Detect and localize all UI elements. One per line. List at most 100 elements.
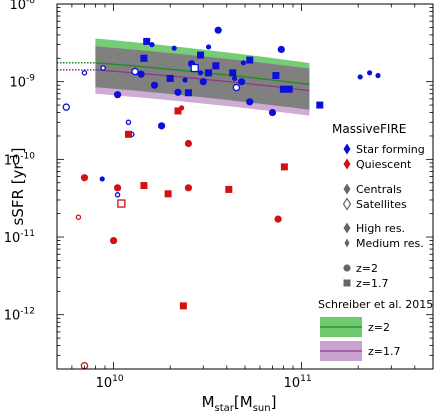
legend-item-0-symbol	[343, 143, 351, 155]
data-point-circle-0-0	[113, 91, 122, 99]
data-point-square-10-1	[140, 182, 148, 190]
data-point-circle-2-0	[62, 103, 71, 111]
legend-item-5-symbol	[344, 238, 350, 248]
data-point-circle-1-3	[182, 77, 188, 83]
y-axis-title: sSFR [yr-1]	[9, 148, 27, 226]
x-axis-title-part-4: ]	[271, 393, 277, 411]
data-point-circle-0-9	[246, 98, 254, 106]
y-axis-title-part-2: ]	[9, 148, 27, 154]
legend-item-4-label: High res.	[356, 222, 405, 235]
data-point-circle-1-5	[205, 44, 212, 50]
data-point-square-4-7	[229, 69, 237, 77]
x-tick-label-1: 1011	[284, 374, 312, 391]
data-point-circle-1-0	[99, 176, 105, 182]
data-points-layer	[62, 26, 381, 370]
x-tick-label-0: 1010	[96, 374, 124, 391]
data-point-circle-3-1	[100, 65, 106, 71]
data-point-square-10-4	[179, 302, 187, 310]
data-point-square-4-12	[316, 101, 324, 109]
data-point-circle-1-6	[231, 75, 238, 82]
legend-band-title: Schreiber et al. 2015	[318, 298, 433, 311]
data-point-circle-0-1	[137, 70, 145, 78]
y-tick-label-0: 10-8	[9, 0, 35, 13]
data-point-circle-2-2	[232, 83, 241, 92]
data-point-square-4-10	[279, 85, 287, 93]
y-tick-label-exp: -9	[26, 74, 35, 84]
y-tick-label-base: 10	[9, 76, 26, 91]
y-tick-label-3: 10-11	[4, 229, 35, 246]
data-point-square-4-9	[272, 72, 280, 80]
legend-layer: MassiveFIRE Star forming Quiescent Centrals…	[318, 122, 433, 361]
data-point-square-4-3	[184, 89, 192, 97]
y-tick-label-1: 10-9	[9, 74, 35, 91]
legend-item-2-label: Centrals	[356, 183, 402, 196]
schreiber-bands-layer	[57, 38, 310, 116]
data-point-square-10-3	[174, 107, 182, 115]
y-tick-label-exp: -10	[20, 151, 35, 161]
legend-item-6-symbol	[343, 264, 351, 272]
x-axis-title: Mstar[Msun]	[202, 393, 277, 414]
y-tick-label-exp: -12	[20, 307, 35, 317]
data-point-square-4-0	[140, 54, 148, 62]
legend-item-2-symbol	[343, 183, 351, 195]
legend-item-3-symbol	[342, 197, 352, 211]
data-point-circle-1-4	[197, 70, 204, 76]
data-point-square-4-5	[205, 69, 213, 77]
legend-band-0-label: z=2	[368, 321, 390, 334]
legend-item-5-label: Medium res.	[356, 237, 424, 250]
legend-band-1-label: z=1.7	[368, 345, 400, 358]
x-tick-label-base: 10	[96, 376, 113, 391]
data-point-circle-0-6	[199, 78, 207, 86]
y-tick-label-base: 10	[4, 309, 21, 324]
data-point-circle-0-7	[214, 26, 222, 34]
data-point-square-4-2	[166, 74, 174, 82]
data-point-circle-3-4	[114, 192, 121, 198]
legend-item-7-symbol	[343, 279, 351, 287]
data-point-circle-1-7	[240, 60, 246, 66]
legend-item-3-label: Satellites	[356, 198, 407, 211]
x-axis-title-part-1: star	[215, 403, 235, 414]
x-axis-title-part-3: sun	[253, 403, 271, 414]
x-tick-label-exp: 11	[300, 374, 311, 384]
data-point-square-4-11	[285, 85, 293, 93]
bands-clipped	[57, 38, 310, 116]
data-point-square-4-8	[246, 56, 254, 64]
data-point-circle-6-0	[80, 174, 89, 182]
y-tick-label-4: 10-12	[4, 307, 35, 324]
y-tick-label-base: 10	[4, 153, 21, 168]
legend-item-7-label: z=1.7	[356, 277, 388, 290]
x-tick-label-exp: 10	[112, 374, 124, 384]
data-point-circle-0-11	[277, 45, 285, 54]
data-point-circle-0-10	[268, 108, 277, 117]
data-point-square-10-0	[124, 130, 132, 138]
data-point-circle-0-3	[157, 122, 166, 130]
data-point-square-4-6	[212, 62, 220, 70]
data-point-circle-1-1	[149, 42, 155, 48]
data-point-square-10-6	[280, 163, 288, 171]
y-tick-label-exp: -8	[26, 0, 35, 6]
data-point-square-5-0	[190, 63, 199, 73]
x-axis-title-part-2: [M	[234, 393, 253, 411]
axes-layer: 1010 101110-810-910-1010-1110-12Mstar[Msu…	[4, 0, 434, 414]
y-tick-label-exp: -11	[20, 229, 35, 239]
data-point-circle-6-3	[184, 139, 193, 148]
x-tick-label-base: 10	[284, 376, 301, 391]
data-point-square-10-5	[225, 185, 233, 193]
legend-item-6-label: z=2	[356, 262, 378, 275]
legend-item-0-label: Star forming	[356, 143, 425, 156]
data-point-circle-0-4	[174, 88, 182, 96]
y-tick-label-base: 10	[4, 231, 21, 246]
data-point-circle-1-2	[171, 45, 177, 51]
x-axis-title-part-0: M	[202, 393, 215, 411]
legend-item-1-symbol	[343, 158, 351, 170]
data-point-circle-0-2	[150, 81, 159, 89]
data-point-circle-1-9	[366, 70, 373, 76]
data-point-circle-9-0	[75, 214, 82, 220]
data-point-circle-2-1	[131, 67, 139, 76]
data-point-square-4-4	[197, 51, 205, 59]
data-point-circle-6-4	[184, 184, 193, 192]
data-point-circle-3-2	[125, 119, 132, 126]
data-point-circle-6-5	[274, 215, 282, 223]
data-point-circle-3-0	[81, 70, 88, 76]
